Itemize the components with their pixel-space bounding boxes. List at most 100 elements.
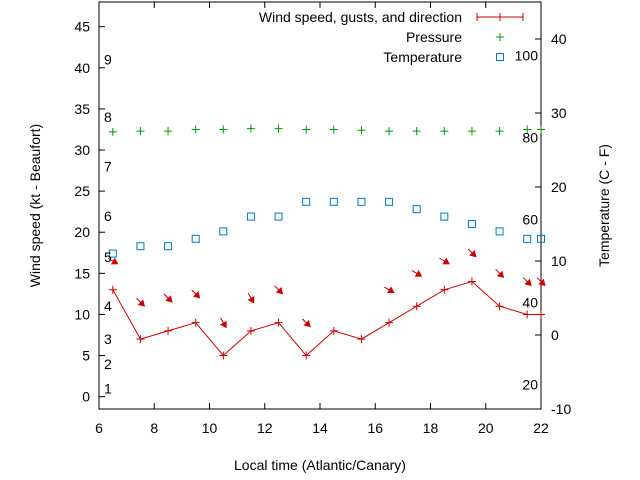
wind-direction-arrow [522,277,532,287]
x-tick-label: 16 [367,420,383,436]
legend-pressure-marker [496,33,504,41]
wind-speed-point [164,326,173,335]
wind-direction-head [219,320,227,329]
legend-label: Wind speed, gusts, and direction [259,9,462,25]
wind-direction-arrow [136,297,146,307]
y-tick-label: 10 [74,306,90,322]
temperature-point [246,212,255,221]
x-tick-label: 10 [202,420,218,436]
wind-speed-point [412,302,421,311]
temperature-point [136,242,145,251]
beaufort-label: 4 [104,298,112,314]
beaufort-label: 2 [104,356,112,372]
wind-direction-head [192,291,201,299]
wind-direction-arrow [219,317,227,329]
wind-speed-point [246,326,255,335]
legend-temperature-marker [496,53,504,61]
pressure-point [357,126,366,135]
wind-direction-arrow [384,286,395,294]
pressure-point [136,127,145,136]
temperature-point [219,227,228,236]
temperature-point [467,220,476,228]
y-tick-label: 35 [74,101,90,117]
beaufort-label: 9 [104,52,112,68]
y-tick-label: 15 [74,265,90,281]
y2-tick-label: 40 [551,31,567,47]
fahrenheit-label: 20 [522,377,538,393]
pressure-point [329,125,338,134]
wind-direction-head [275,287,284,295]
pressure-point [164,127,173,136]
beaufort-label: 5 [104,249,112,265]
wind-direction-head [538,278,546,287]
pressure-point [302,125,311,134]
wind-direction-arrow [439,257,450,265]
beaufort-label: 7 [104,158,112,174]
pressure-point [191,125,200,134]
wind-speed-point [440,285,449,294]
y-axis-title: Wind speed (kt - Beaufort) [27,124,43,287]
wind-direction-head [137,299,146,307]
wind-direction-head [414,269,423,277]
temperature-point [302,197,311,206]
pressure-point [219,125,228,134]
temperature-point [495,227,504,236]
y-tick-label: 0 [82,389,90,405]
wind-direction-arrow [411,269,423,277]
legend-label: Temperature [383,49,462,65]
wind-direction-arrow [467,248,477,258]
temperature-point [329,197,338,206]
wind-speed-point [108,285,117,294]
wind-direction-head [387,286,395,294]
temperature-point [537,234,545,243]
x-tick-label: 6 [95,420,103,436]
wind-speed-point [302,351,311,360]
pressure-point [537,125,545,134]
wind-direction-arrow [536,277,546,287]
y-tick-label: 30 [74,142,90,158]
temperature-point [440,212,449,221]
x-tick-label: 14 [312,420,328,436]
wind-direction-head [247,296,255,304]
x-axis-title: Local time (Atlantic/Canary) [234,457,406,473]
wind-direction-arrow [301,318,311,328]
fahrenheit-label: 40 [522,294,538,310]
beaufort-label: 1 [104,380,112,396]
y-tick-label: 25 [74,183,90,199]
wind-speed-point [191,318,200,327]
wind-speed-point [329,326,338,335]
pressure-point [440,127,449,136]
pressure-point [274,124,283,133]
y2-tick-label: -10 [551,401,571,417]
wind-direction-head [165,295,173,303]
pressure-point [385,127,394,136]
wind-speed-point [219,351,228,360]
wind-speed-point [495,302,504,311]
y2-axis-title: Temperature (C - F) [596,144,612,267]
temperature-point [164,242,173,251]
temperature-point [108,249,117,258]
wind-speed-point [537,310,545,319]
x-tick-label: 18 [423,420,439,436]
wind-direction-head [524,278,532,287]
wind-direction-arrow [163,293,173,303]
wind-speed-point [385,318,394,327]
wind-speed-point [136,335,145,344]
wind-direction-arrow [274,285,284,295]
wind-speed-point [523,310,532,319]
pressure-point [523,125,532,134]
y-tick-label: 5 [82,348,90,364]
temperature-point [385,197,394,206]
y-tick-label: 40 [74,60,90,76]
pressure-point [495,127,504,136]
wind-direction-head [496,270,505,278]
x-tick-label: 20 [478,420,494,436]
wind-direction-arrow [107,257,119,265]
y-tick-label: 20 [74,224,90,240]
x-tick-label: 12 [257,420,273,436]
fahrenheit-label: 60 [522,212,538,228]
plot-frame [98,1,542,410]
beaufort-label: 8 [104,109,112,125]
temperature-point [191,234,200,243]
